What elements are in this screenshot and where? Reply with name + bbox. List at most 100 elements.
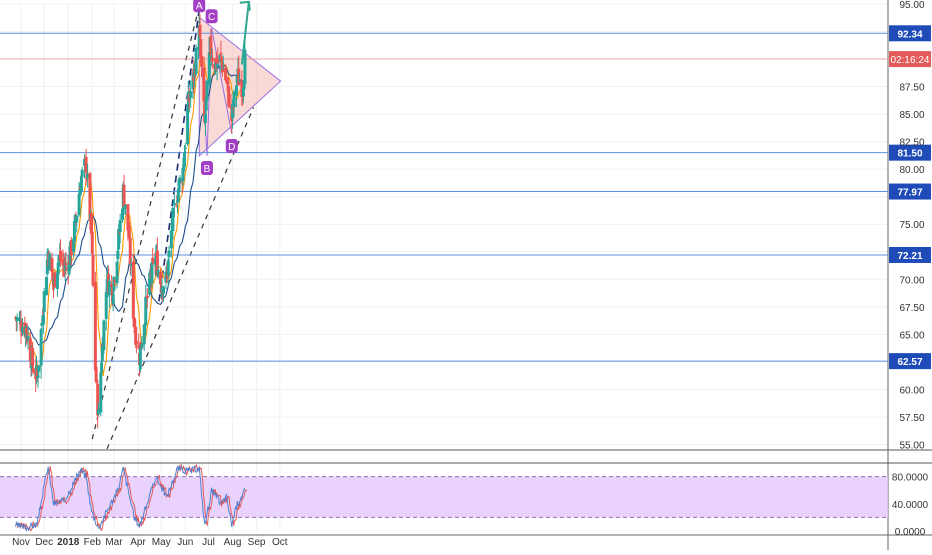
channel-line: [158, 9, 201, 302]
pattern-point-badge: [200, 160, 213, 175]
oscillator-panel: 80.0000 40.0000 0.0000: [0, 463, 929, 538]
candle-body: [96, 384, 100, 416]
candle-body: [84, 156, 88, 173]
candle-body: [127, 228, 131, 237]
level-label: 72.21: [897, 251, 922, 262]
candle-body: [78, 188, 82, 197]
candle-body: [129, 264, 133, 266]
price-tick: 82.50: [899, 138, 924, 149]
candle-body: [169, 230, 173, 249]
candle-body: [110, 284, 114, 287]
candle-body: [57, 256, 61, 264]
price-tick: 70.00: [899, 275, 924, 286]
candle-body: [144, 296, 148, 326]
candle-body: [72, 238, 76, 252]
oscillator-fast-line: [15, 464, 246, 532]
candle-body: [117, 228, 121, 250]
candle-body: [203, 114, 207, 123]
candle-body: [137, 344, 141, 349]
x-axis-label: Jul: [202, 537, 215, 548]
candle-body: [158, 272, 162, 285]
candle-body: [187, 95, 191, 102]
candle-body: [75, 215, 79, 223]
price-tick: 75.00: [899, 220, 924, 231]
candle-body: [77, 193, 81, 216]
price-tick: 85.00: [899, 110, 924, 121]
price-tick: 87.50: [899, 83, 924, 94]
x-axis-label: May: [152, 537, 171, 548]
candle-body: [94, 367, 98, 382]
candle-body: [53, 272, 57, 288]
candle-body: [35, 369, 39, 378]
candle-body: [183, 147, 187, 149]
candle-body: [36, 375, 40, 379]
level-label: 77.97: [897, 188, 922, 199]
candle-body: [226, 82, 230, 85]
candle-body: [64, 263, 68, 266]
pattern-point-label: C: [208, 12, 215, 23]
oscillator-tick: 40.0000: [892, 500, 929, 511]
candle-body: [126, 204, 130, 231]
candle-body: [148, 272, 152, 295]
price-tick: 55.00: [899, 440, 924, 451]
x-axis-label: Oct: [272, 537, 288, 548]
candle-body: [207, 51, 211, 85]
candle-body: [62, 260, 66, 266]
level-label-bg: [889, 246, 931, 263]
current-price-label: 02:16:24: [891, 55, 930, 66]
candle-body: [142, 324, 146, 345]
candle-body: [80, 169, 84, 178]
candle-body: [83, 159, 87, 166]
price-tick: 80.00: [899, 165, 924, 176]
price-tick: 67.50: [899, 303, 924, 314]
candle-body: [204, 97, 208, 111]
candle-body: [72, 220, 76, 242]
candles: [14, 14, 247, 429]
candle-body: [175, 205, 179, 207]
candle-body: [102, 320, 106, 351]
candle-body: [177, 179, 181, 192]
level-label: 62.57: [897, 357, 922, 368]
candle-body: [100, 362, 104, 373]
candle-body: [41, 315, 45, 325]
candle-body: [234, 85, 238, 96]
candle-body: [165, 274, 169, 277]
candle-body: [28, 338, 32, 362]
oscillator-tick: 80.0000: [892, 473, 929, 484]
candle-body: [42, 291, 46, 312]
candle-body: [165, 276, 169, 278]
level-label-bg: [889, 183, 931, 200]
candle-body: [50, 257, 54, 273]
candle-body: [209, 36, 213, 56]
candle-body: [90, 213, 93, 234]
candle-body: [238, 81, 242, 83]
candle-body: [145, 295, 149, 299]
candle-body: [151, 257, 155, 262]
candle-body: [155, 250, 159, 277]
level-label: 81.50: [897, 149, 922, 160]
oscillator-tick: 0.0000: [895, 527, 926, 538]
candle-body: [199, 39, 203, 57]
candle-body: [19, 322, 23, 332]
candle-body: [220, 57, 224, 62]
candle-body: [156, 269, 160, 277]
pattern-point-badge: [193, 0, 206, 13]
candle-body: [176, 188, 180, 201]
candle-body: [67, 255, 71, 275]
candle-body: [96, 409, 100, 415]
candle-body: [69, 240, 73, 256]
candle-body: [224, 67, 228, 80]
price-tick: 57.50: [899, 413, 924, 424]
candle-body: [171, 207, 175, 232]
candle-body: [231, 104, 235, 119]
x-axis-label: Aug: [224, 537, 242, 548]
candle-body: [105, 287, 109, 297]
candle-body: [237, 68, 241, 86]
candle-body: [242, 80, 246, 90]
candle-body: [154, 255, 158, 266]
triangle-fill: [198, 16, 282, 158]
candle-body: [15, 317, 19, 321]
candle-body: [181, 167, 185, 182]
